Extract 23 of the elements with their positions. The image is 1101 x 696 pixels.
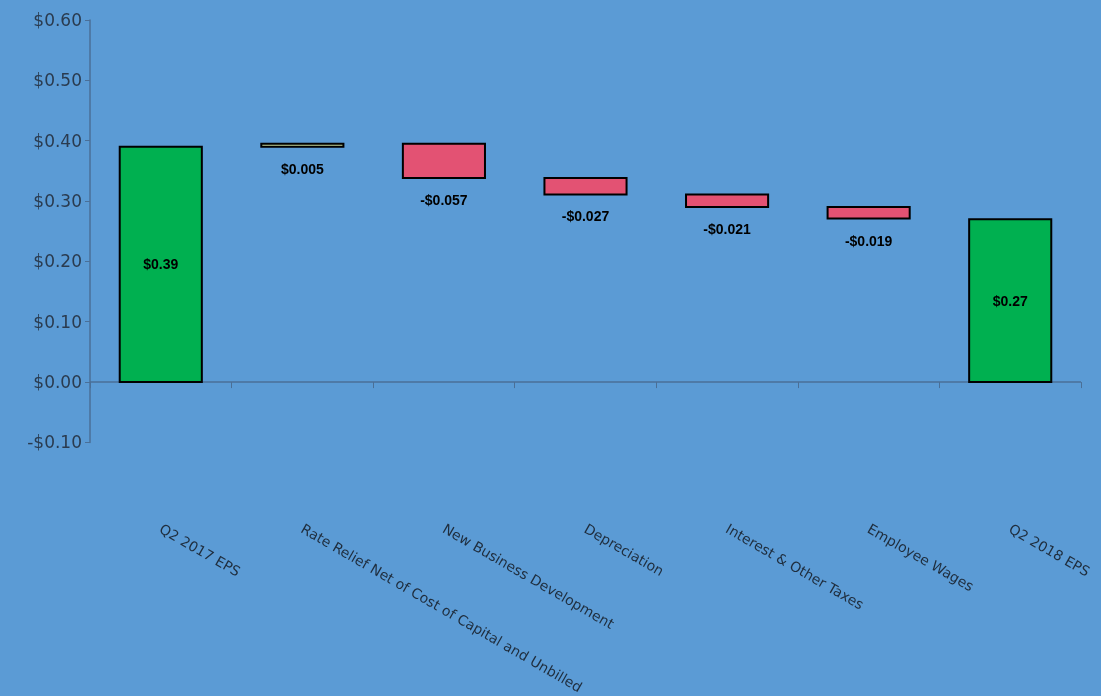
- bar: [401, 142, 486, 180]
- data-label: -$0.019: [844, 232, 893, 249]
- bar: [968, 218, 1053, 384]
- y-tick-label: $0.50: [33, 70, 82, 91]
- y-tick-label: $0.40: [33, 130, 82, 151]
- y-tick-label: -$0.10: [27, 432, 82, 453]
- bar: [543, 177, 628, 196]
- y-tick-label: $0.00: [33, 372, 82, 393]
- bar: [260, 142, 345, 148]
- y-tick-label: $0.60: [33, 10, 82, 30]
- bar: [118, 145, 203, 384]
- y-tick-label: $0.10: [33, 311, 82, 332]
- x-tick-label: Q2 2017 EPS: [156, 520, 244, 580]
- bar: [685, 193, 770, 209]
- data-label: $0.39: [143, 256, 179, 273]
- bar: [826, 206, 911, 220]
- data-label: $0.27: [992, 292, 1028, 309]
- y-tick-label: $0.20: [33, 251, 82, 272]
- y-tick-label: $0.30: [33, 191, 82, 212]
- data-label: -$0.027: [561, 208, 610, 225]
- data-label: -$0.057: [420, 192, 468, 209]
- data-label: $0.005: [280, 160, 324, 177]
- data-label: -$0.021: [703, 221, 752, 238]
